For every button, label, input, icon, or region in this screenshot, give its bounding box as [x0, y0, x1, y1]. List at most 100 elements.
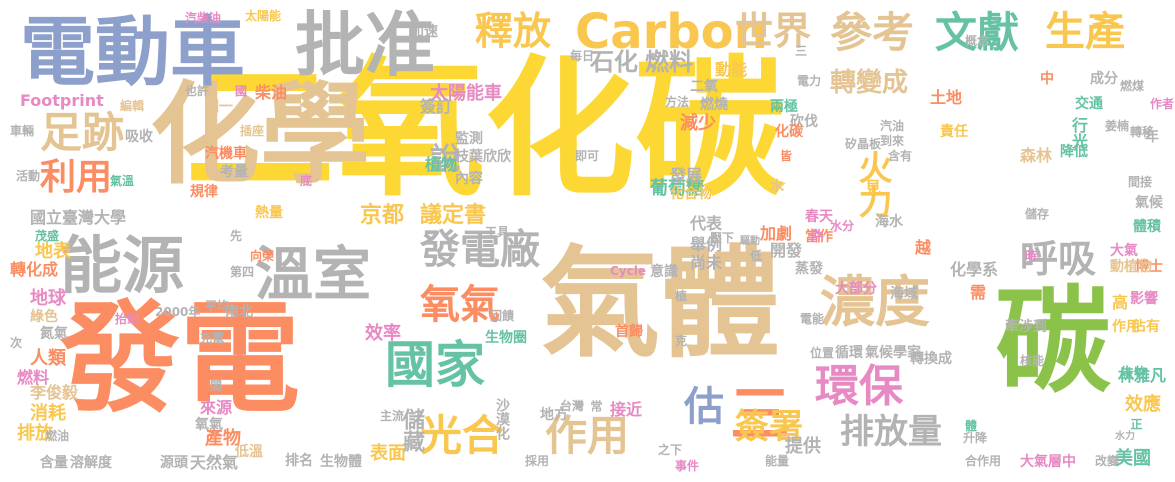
word-14: 生產	[1045, 9, 1125, 55]
word-137: 驅動	[740, 236, 760, 247]
word-67: 林雅凡	[1118, 366, 1167, 385]
word-121: 燃煤	[1120, 79, 1145, 93]
word-70: 合作用	[965, 454, 1002, 468]
word-196: 底	[300, 174, 313, 188]
word-122: 作者	[1150, 97, 1175, 111]
word-110: 動能	[715, 60, 748, 79]
word-68: 大氣層中	[1020, 454, 1076, 470]
word-190: 水	[770, 179, 784, 195]
word-83: 開發	[770, 241, 803, 260]
word-69: 改變	[1095, 454, 1120, 468]
word-54: 氧氣	[195, 417, 223, 433]
word-28: 呼吸	[1020, 237, 1097, 281]
word-50: 源頭	[160, 455, 188, 471]
word-134: 茂盛	[35, 229, 60, 243]
word-141: 水分	[830, 219, 855, 233]
word-78: 大氣	[1110, 243, 1138, 259]
word-94: 簽訂	[420, 97, 453, 116]
word-165: 核能	[1020, 354, 1045, 368]
word-16: 世界	[735, 9, 812, 53]
word-127: 汽柴油	[185, 11, 222, 25]
word-188: 件	[810, 229, 824, 245]
word-33: 議定書	[420, 203, 487, 228]
word-29: 轉變成	[830, 68, 909, 98]
word-130: 吸收	[125, 129, 153, 145]
word-120: 成分	[1090, 71, 1118, 87]
word-199: 三	[795, 44, 808, 58]
word-53: 產物	[205, 428, 241, 449]
word-111: 燃燒	[700, 97, 728, 113]
word-49: 溶解度	[70, 455, 112, 471]
word-116: 汽機車	[205, 146, 247, 162]
word-191: 皆	[780, 149, 793, 163]
word-129: 編輯	[120, 99, 145, 113]
word-43: 排放	[17, 423, 53, 444]
word-117: 考量	[220, 164, 248, 180]
word-31: 火力	[852, 150, 892, 218]
word-163: 電能	[800, 312, 825, 326]
word-40: 地球	[30, 288, 66, 309]
word-62: 沙漠化	[494, 398, 510, 440]
word-115: 柴油	[255, 83, 288, 102]
word-183: 克	[675, 334, 688, 348]
word-149: 生物圈	[485, 330, 527, 346]
word-23: 作用	[545, 411, 630, 460]
word-64: 提供	[785, 436, 821, 457]
word-48: 氮氣	[40, 326, 68, 342]
word-109: 砍伐	[790, 114, 818, 130]
word-119: 熱量	[255, 205, 283, 221]
word-65: 效應	[1125, 394, 1161, 415]
word-3: 氣體	[540, 235, 780, 374]
word-138: 加劇	[760, 224, 793, 243]
word-59: 表面	[370, 443, 406, 464]
word-200: 電力	[797, 74, 822, 88]
word-100: 尚未	[690, 253, 723, 272]
word-154: 地方	[540, 407, 568, 423]
word-170: 化碳	[775, 124, 803, 140]
word-182: 常	[589, 400, 603, 412]
word-133: 氣溫	[110, 174, 135, 188]
word-147: 意識	[650, 264, 678, 280]
word-2: 發電	[60, 290, 300, 429]
word-162: 升降	[963, 431, 988, 445]
word-79: 化學系	[950, 260, 999, 279]
word-142: 見	[865, 178, 882, 197]
word-157: 事件	[675, 459, 700, 473]
word-175: 插座	[240, 124, 265, 138]
word-36: 太陽能車	[430, 83, 502, 104]
word-58: 生物體	[320, 454, 362, 470]
word-166: 到來	[880, 134, 905, 148]
word-82: 蒸發	[795, 261, 823, 277]
word-46: 燃料	[17, 368, 50, 387]
word-148: 回饋	[490, 309, 515, 323]
word-159: 水力	[1115, 431, 1135, 442]
word-41: 轉化成	[10, 260, 59, 279]
word-107: 行光	[1069, 117, 1088, 149]
word-143: 氣候	[1135, 195, 1163, 211]
word-27: 排放量	[840, 412, 942, 452]
word-98: 代表	[690, 214, 723, 233]
word-146-cycle: Cycle	[610, 264, 646, 278]
word-176: 即可	[575, 149, 600, 163]
word-131: 也許	[185, 84, 210, 98]
word-125: 每日	[570, 49, 595, 63]
word-102: 越	[915, 238, 932, 257]
word-45: 李俊毅	[30, 383, 79, 402]
word-168: 汽油	[880, 119, 905, 133]
word-32: 京都	[360, 203, 405, 228]
word-56: 低溫	[235, 444, 263, 460]
word-57: 排名	[285, 453, 313, 469]
word-118: 規律	[190, 184, 218, 200]
word-80: 海域	[890, 286, 918, 302]
word-184: 之下	[658, 443, 683, 457]
word-197: 車輛	[10, 124, 35, 138]
word-91: 化合物	[670, 186, 712, 202]
word-179: 儲存	[1025, 207, 1050, 221]
word-13: 文獻	[935, 8, 1020, 57]
word-81: 大部分	[835, 281, 877, 297]
word-92: 減少	[680, 113, 716, 134]
word-42: 人類	[30, 348, 66, 369]
word-177: 姜楠	[1105, 119, 1130, 133]
word-47: 綠色	[30, 309, 58, 325]
word-6: 批准	[295, 4, 435, 86]
